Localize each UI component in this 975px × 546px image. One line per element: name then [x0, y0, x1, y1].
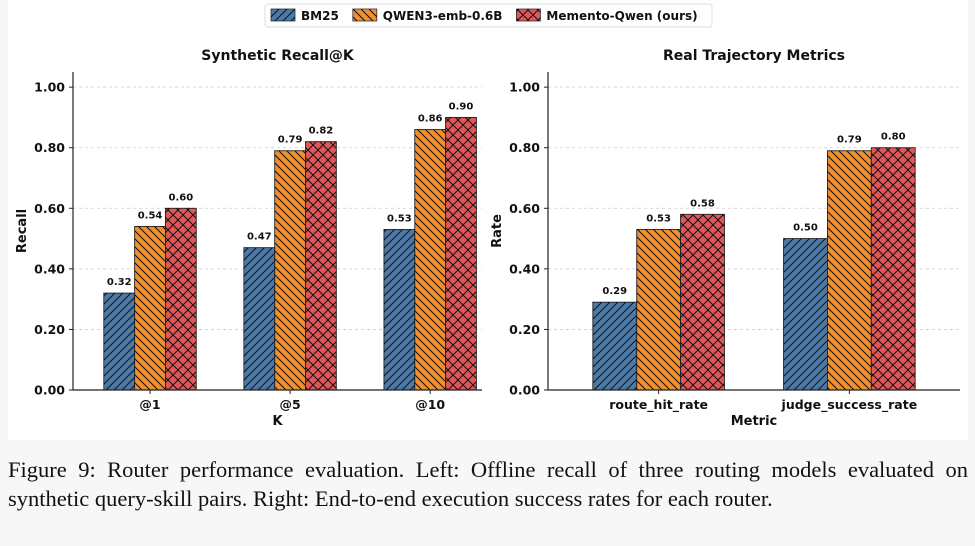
subplot-1: 0.00 0.20 0.40 0.60 0.80 1.00 0.32 0.54 0.60 @1 0.…	[15, 48, 482, 429]
legend-swatch-hatch	[516, 9, 541, 21]
figure: BM25 QWEN3-emb-0.6B Memento-Qwen (ours) 0.…	[8, 0, 968, 440]
bar-hatch	[871, 147, 916, 390]
bar-hatch	[783, 238, 828, 390]
figure-caption: Figure 9: Router performance evaluation.…	[8, 457, 968, 511]
legend-label: Memento-Qwen (ours)	[546, 9, 697, 23]
x-tick-label: @5	[280, 397, 301, 412]
bar-hatch	[134, 226, 166, 390]
legend: BM25 QWEN3-emb-0.6B Memento-Qwen (ours)	[264, 3, 713, 28]
y-tick-label: 1.00	[34, 80, 65, 95]
x-tick-label: @1	[139, 397, 160, 412]
data-label: 0.58	[690, 198, 715, 209]
chart-svg: BM25 QWEN3-emb-0.6B Memento-Qwen (ours) 0.…	[15, 3, 960, 429]
y-axis-label: Recall	[15, 209, 30, 253]
legend-swatch-hatch	[352, 9, 377, 21]
chart-title: Synthetic Recall@K	[201, 48, 355, 64]
bar-hatch	[592, 302, 637, 390]
bar-hatch	[383, 229, 415, 390]
bar-hatch	[243, 247, 275, 390]
x-tick-label: judge_success_rate	[781, 397, 918, 413]
bar-hatch	[445, 117, 477, 390]
y-tick-label: 0.20	[34, 322, 65, 337]
data-label: 0.50	[793, 223, 818, 234]
y-tick-label: 0.40	[509, 261, 540, 276]
data-label: 0.79	[278, 135, 303, 146]
y-axis-label: Rate	[490, 214, 505, 248]
bar-hatch	[680, 214, 725, 390]
bar-hatch	[274, 150, 306, 390]
x-axis-label: K	[272, 414, 283, 429]
data-label: 0.80	[881, 132, 906, 143]
y-tick-label: 0.40	[34, 261, 65, 276]
x-tick-label: route_hit_rate	[609, 397, 708, 413]
bar-hatch	[165, 208, 197, 390]
bar-hatch	[305, 141, 337, 390]
y-tick-label: 0.00	[509, 383, 540, 398]
data-label: 0.82	[309, 126, 334, 137]
x-axis-label: Metric	[731, 414, 778, 429]
legend-label: BM25	[301, 9, 339, 23]
bar-hatch	[103, 293, 135, 390]
x-tick-label: @10	[415, 397, 445, 412]
y-tick-label: 0.00	[34, 383, 65, 398]
data-label: 0.53	[646, 213, 671, 224]
chart-title: Real Trajectory Metrics	[663, 48, 845, 64]
bar-hatch	[636, 229, 681, 390]
data-label: 0.60	[169, 192, 194, 203]
y-tick-label: 1.00	[509, 80, 540, 95]
data-label: 0.32	[107, 277, 132, 288]
data-label: 0.90	[449, 101, 474, 112]
legend-label: QWEN3-emb-0.6B	[383, 9, 503, 23]
bar-hatch	[414, 129, 446, 391]
data-label: 0.47	[247, 232, 272, 243]
y-tick-label: 0.20	[509, 322, 540, 337]
legend-swatch-hatch	[271, 9, 295, 21]
data-label: 0.54	[138, 210, 163, 221]
data-label: 0.29	[602, 286, 627, 297]
subplot-2: 0.00 0.20 0.40 0.60 0.80 1.00 0.29 0.53 0.58 rout…	[490, 48, 960, 429]
bar-hatch	[827, 150, 872, 390]
data-label: 0.86	[418, 114, 443, 125]
y-tick-label: 0.60	[34, 201, 65, 216]
y-tick-label: 0.60	[509, 201, 540, 216]
y-tick-label: 0.80	[509, 140, 540, 155]
y-tick-label: 0.80	[34, 140, 65, 155]
data-label: 0.53	[387, 213, 412, 224]
data-label: 0.79	[837, 135, 862, 146]
